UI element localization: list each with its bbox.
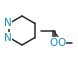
Text: O: O <box>57 38 66 48</box>
Text: N: N <box>4 18 11 28</box>
Text: N: N <box>4 33 11 43</box>
Text: O: O <box>49 38 58 48</box>
